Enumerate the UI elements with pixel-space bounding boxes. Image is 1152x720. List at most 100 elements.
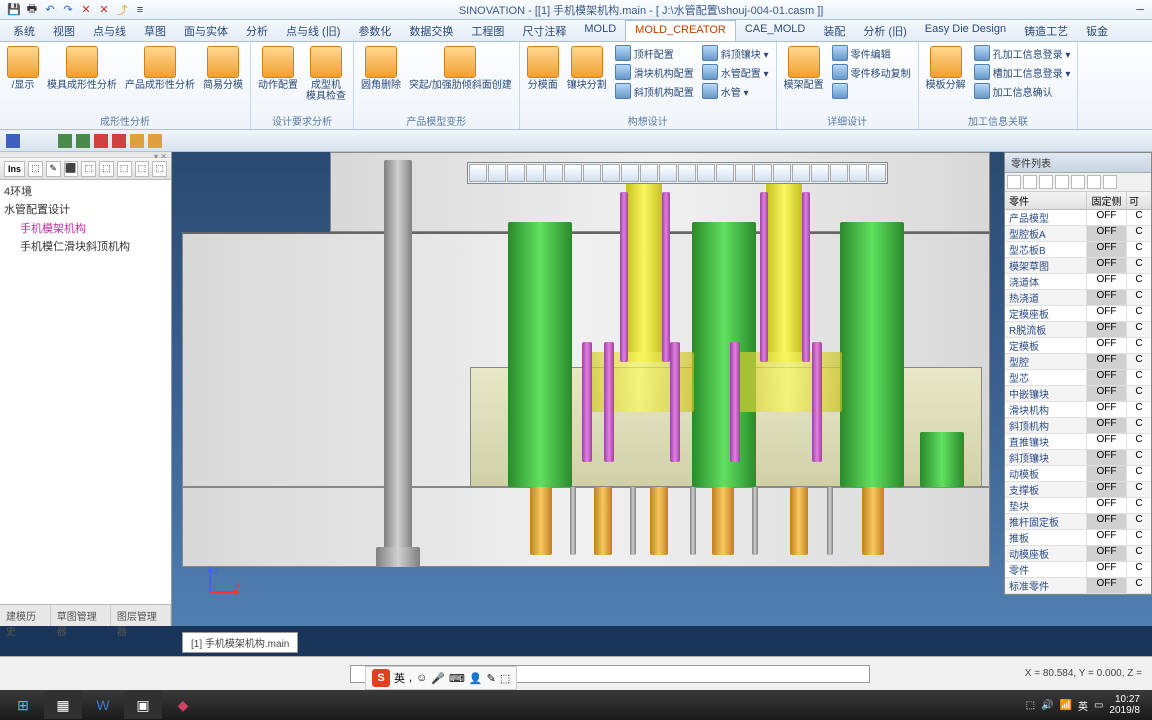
menu-item[interactable]: 装配	[814, 20, 854, 41]
vp-tool-icon[interactable]	[754, 164, 772, 182]
ribbon-button[interactable]: 圆角删除	[358, 44, 404, 93]
ime-lang[interactable]: 英	[394, 670, 405, 686]
parts-row[interactable]: 垫块OFFC	[1005, 498, 1151, 514]
menu-item[interactable]: 钣金	[1077, 20, 1117, 41]
parts-row[interactable]: 热浇道OFFC	[1005, 290, 1151, 306]
vp-tool-icon[interactable]	[507, 164, 525, 182]
document-tab[interactable]: [1] 手机模架机构.main	[182, 632, 298, 653]
menu-item[interactable]: 分析	[237, 20, 277, 41]
menu-item[interactable]: CAE_MOLD	[736, 20, 815, 41]
menu-item[interactable]: 点与线 (旧)	[277, 20, 349, 41]
qat-save-icon[interactable]: 💾	[6, 2, 22, 18]
ime-icon[interactable]: ✎	[487, 672, 496, 685]
tool-icon[interactable]	[76, 134, 90, 148]
start-button[interactable]: ⊞	[4, 691, 42, 719]
taskbar-app-icon[interactable]: W	[84, 691, 122, 719]
parts-row[interactable]: 动模座板OFFC	[1005, 546, 1151, 562]
vp-tool-icon[interactable]	[735, 164, 753, 182]
ribbon-small-button[interactable]: 槽加工信息登录 ▾	[971, 63, 1074, 81]
tray-lang[interactable]: 英	[1078, 698, 1088, 713]
tree-tool-button[interactable]: ⬚	[99, 161, 114, 177]
parts-tool-icon[interactable]	[1007, 175, 1021, 189]
ribbon-small-button[interactable]: 滑块机构配置	[612, 63, 697, 81]
ribbon-small-button[interactable]: 加工信息确认	[971, 82, 1074, 100]
vp-tool-icon[interactable]	[811, 164, 829, 182]
ribbon-button[interactable]: 成型机模具检查	[303, 44, 349, 104]
qat-branch-icon[interactable]: ⤴	[114, 2, 130, 18]
menu-item[interactable]: MOLD	[575, 20, 625, 41]
ime-icon[interactable]: ⌨	[449, 672, 465, 685]
ribbon-small-button[interactable]: 顶杆配置	[612, 44, 697, 62]
parts-tool-icon[interactable]	[1087, 175, 1101, 189]
qat-close-icon[interactable]: ✕	[96, 2, 112, 18]
qat-redo-icon[interactable]: ↷	[60, 2, 76, 18]
menu-item[interactable]: 点与线	[84, 20, 135, 41]
ime-icon[interactable]: ☺	[416, 672, 427, 684]
vp-tool-icon[interactable]	[678, 164, 696, 182]
ribbon-small-button[interactable]	[829, 82, 914, 100]
tool-icon[interactable]	[58, 134, 72, 148]
ribbon-button[interactable]: 突起/加强肋倾斜面创建	[406, 44, 515, 93]
tree-body[interactable]: 4环境 水管配置设计 手机模架机构手机模仁滑块斜顶机构	[0, 180, 171, 604]
tool-icon[interactable]	[94, 134, 108, 148]
ribbon-small-button[interactable]: 零件移动复制	[829, 63, 914, 81]
menu-item[interactable]: 面与实体	[175, 20, 237, 41]
vp-tool-icon[interactable]	[659, 164, 677, 182]
vp-tool-icon[interactable]	[849, 164, 867, 182]
system-tray[interactable]: ⬚ 🔊 📶 英 ▭ 10:272019/8	[1026, 694, 1148, 716]
tree-tool-button[interactable]: ⬚	[135, 161, 150, 177]
taskbar-app-icon[interactable]: ▦	[44, 691, 82, 719]
tree-tool-button[interactable]: ⬚	[117, 161, 132, 177]
tree-tool-button[interactable]: ⬚	[81, 161, 96, 177]
parts-row[interactable]: R脱流板OFFC	[1005, 322, 1151, 338]
parts-row[interactable]: 型芯板BOFFC	[1005, 242, 1151, 258]
parts-row[interactable]: 型腔OFFC	[1005, 354, 1151, 370]
vp-tool-icon[interactable]	[488, 164, 506, 182]
parts-row[interactable]: 推杆固定板OFFC	[1005, 514, 1151, 530]
qat-delete-icon[interactable]: ✕	[78, 2, 94, 18]
vp-tool-icon[interactable]	[621, 164, 639, 182]
menu-item[interactable]: 工程图	[462, 20, 513, 41]
qat-list-icon[interactable]: ≡	[132, 2, 148, 18]
minimize-button[interactable]: ─	[1128, 4, 1152, 16]
tree-tab[interactable]: 图层管理器	[111, 605, 171, 626]
sogou-icon[interactable]: S	[372, 669, 390, 687]
ime-icon[interactable]: ⬚	[500, 672, 510, 685]
parts-row[interactable]: 产品模型OFFC	[1005, 210, 1151, 226]
tree-tab[interactable]: 草图管理器	[51, 605, 111, 626]
ime-icon[interactable]: 👤	[469, 672, 483, 685]
vp-tool-icon[interactable]	[830, 164, 848, 182]
tree-tool-button[interactable]: ⬚	[28, 161, 43, 177]
tree-tool-button[interactable]: ⬚	[152, 161, 167, 177]
parts-row[interactable]: 定模板OFFC	[1005, 338, 1151, 354]
ribbon-small-button[interactable]: 零件编辑	[829, 44, 914, 62]
vp-tool-icon[interactable]	[792, 164, 810, 182]
ribbon-button[interactable]: 模板分解	[923, 44, 969, 93]
parts-row[interactable]: 动模板OFFC	[1005, 466, 1151, 482]
vp-tool-icon[interactable]	[640, 164, 658, 182]
parts-tool-icon[interactable]	[1103, 175, 1117, 189]
menu-item[interactable]: 铸造工艺	[1015, 20, 1077, 41]
parts-tool-icon[interactable]	[1023, 175, 1037, 189]
vp-tool-icon[interactable]	[583, 164, 601, 182]
parts-row[interactable]: 定模座板OFFC	[1005, 306, 1151, 322]
ribbon-button[interactable]: 镶块分割	[564, 44, 610, 93]
ribbon-small-button[interactable]: 斜顶机构配置	[612, 82, 697, 100]
menu-item[interactable]: 参数化	[349, 20, 400, 41]
menu-item[interactable]: 系统	[4, 20, 44, 41]
tree-tool-button[interactable]: Ins	[4, 161, 25, 177]
ribbon-small-button[interactable]: 水管配置 ▾	[699, 63, 772, 81]
qat-print-icon[interactable]: 🖶	[24, 2, 40, 18]
ribbon-button[interactable]: 动作配置	[255, 44, 301, 93]
vp-tool-icon[interactable]	[602, 164, 620, 182]
ribbon-button[interactable]: 模架配置	[781, 44, 827, 93]
vp-tool-icon[interactable]	[526, 164, 544, 182]
tray-icon[interactable]: 📶	[1060, 700, 1072, 711]
vp-tool-icon[interactable]	[545, 164, 563, 182]
ime-icon[interactable]: 🎤	[431, 672, 445, 685]
vp-tool-icon[interactable]	[697, 164, 715, 182]
tray-icon[interactable]: ⬚	[1026, 700, 1035, 711]
tree-root[interactable]: 水管配置设计	[4, 200, 167, 218]
qat-undo-icon[interactable]: ↶	[42, 2, 58, 18]
vp-tool-icon[interactable]	[716, 164, 734, 182]
